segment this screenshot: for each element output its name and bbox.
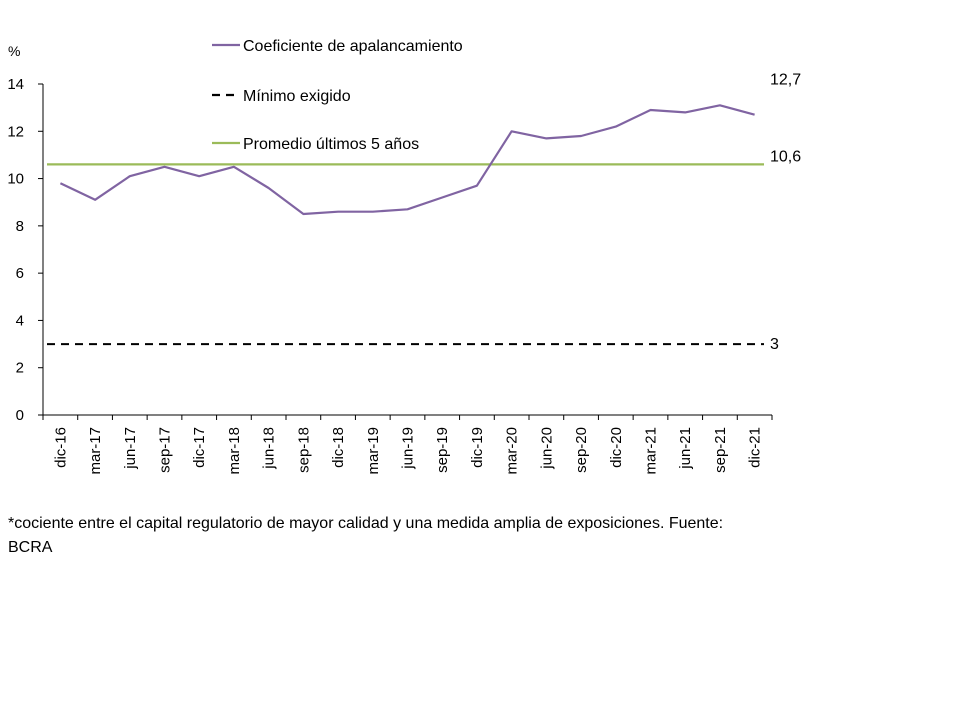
chart-footnote: *cociente entre el capital regulatorio d…: [8, 515, 724, 556]
x-tick-label: jun-18: [261, 427, 278, 470]
x-tick-label: dic-20: [608, 427, 625, 468]
end-label-minimum: 3: [770, 336, 779, 353]
y-tick-label: 10: [7, 171, 24, 188]
y-tick-label: 6: [16, 265, 24, 282]
end-label-leverage: 12,7: [770, 72, 801, 89]
x-tick-label: mar-18: [226, 427, 243, 475]
y-tick-label: 12: [7, 123, 24, 140]
x-tick-label: mar-17: [87, 427, 104, 475]
y-axis: 0 2 4 6 8 10 12 14: [7, 76, 44, 424]
x-tick-label: jun-21: [677, 427, 694, 470]
leverage-series-line: [59, 104, 755, 216]
end-label-average: 10,6: [770, 148, 801, 165]
x-tick-label: sep-18: [295, 427, 312, 473]
y-tick-label: 2: [16, 360, 24, 377]
y-tick-label: 0: [16, 407, 24, 424]
x-tick-label: sep-19: [434, 427, 451, 473]
x-tick-label: jun-20: [538, 427, 555, 470]
y-tick-label: 4: [16, 312, 24, 329]
legend-label: Coeficiente de apalancamiento: [243, 38, 463, 55]
legend-label: Mínimo exigido: [243, 88, 351, 105]
x-tick-label: jun-17: [122, 427, 139, 470]
x-axis: dic-16 mar-17 jun-17 sep-17 dic-17 mar-18 jun-…: [42, 414, 773, 475]
x-tick-label: dic-16: [52, 427, 69, 468]
series-layer: [47, 104, 764, 346]
y-tick-label: 8: [16, 218, 24, 235]
legend-item-average: Promedio últimos 5 años: [212, 136, 419, 153]
x-tick-label: mar-21: [643, 427, 660, 475]
x-tick-label: jun-19: [400, 427, 417, 470]
legend-item-leverage: Coeficiente de apalancamiento: [212, 38, 463, 55]
x-tick-label: dic-19: [469, 427, 486, 468]
x-tick-label: mar-20: [504, 427, 521, 475]
end-labels: 12,7 10,6 3: [770, 72, 801, 353]
x-tick-label: sep-17: [157, 427, 174, 473]
legend-label: Promedio últimos 5 años: [243, 136, 419, 153]
x-tick-label: dic-18: [330, 427, 347, 468]
legend: Coeficiente de apalancamiento Mínimo exig…: [212, 38, 463, 153]
x-tick-label: mar-19: [365, 427, 382, 475]
x-tick-label: sep-21: [712, 427, 729, 473]
x-tick-label: dic-17: [191, 427, 208, 468]
y-axis-unit-label: %: [8, 43, 20, 59]
legend-item-minimum: Mínimo exigido: [212, 88, 351, 105]
x-tick-label: dic-21: [747, 427, 764, 468]
y-tick-label: 14: [7, 76, 24, 93]
x-tick-label: sep-20: [573, 427, 590, 473]
